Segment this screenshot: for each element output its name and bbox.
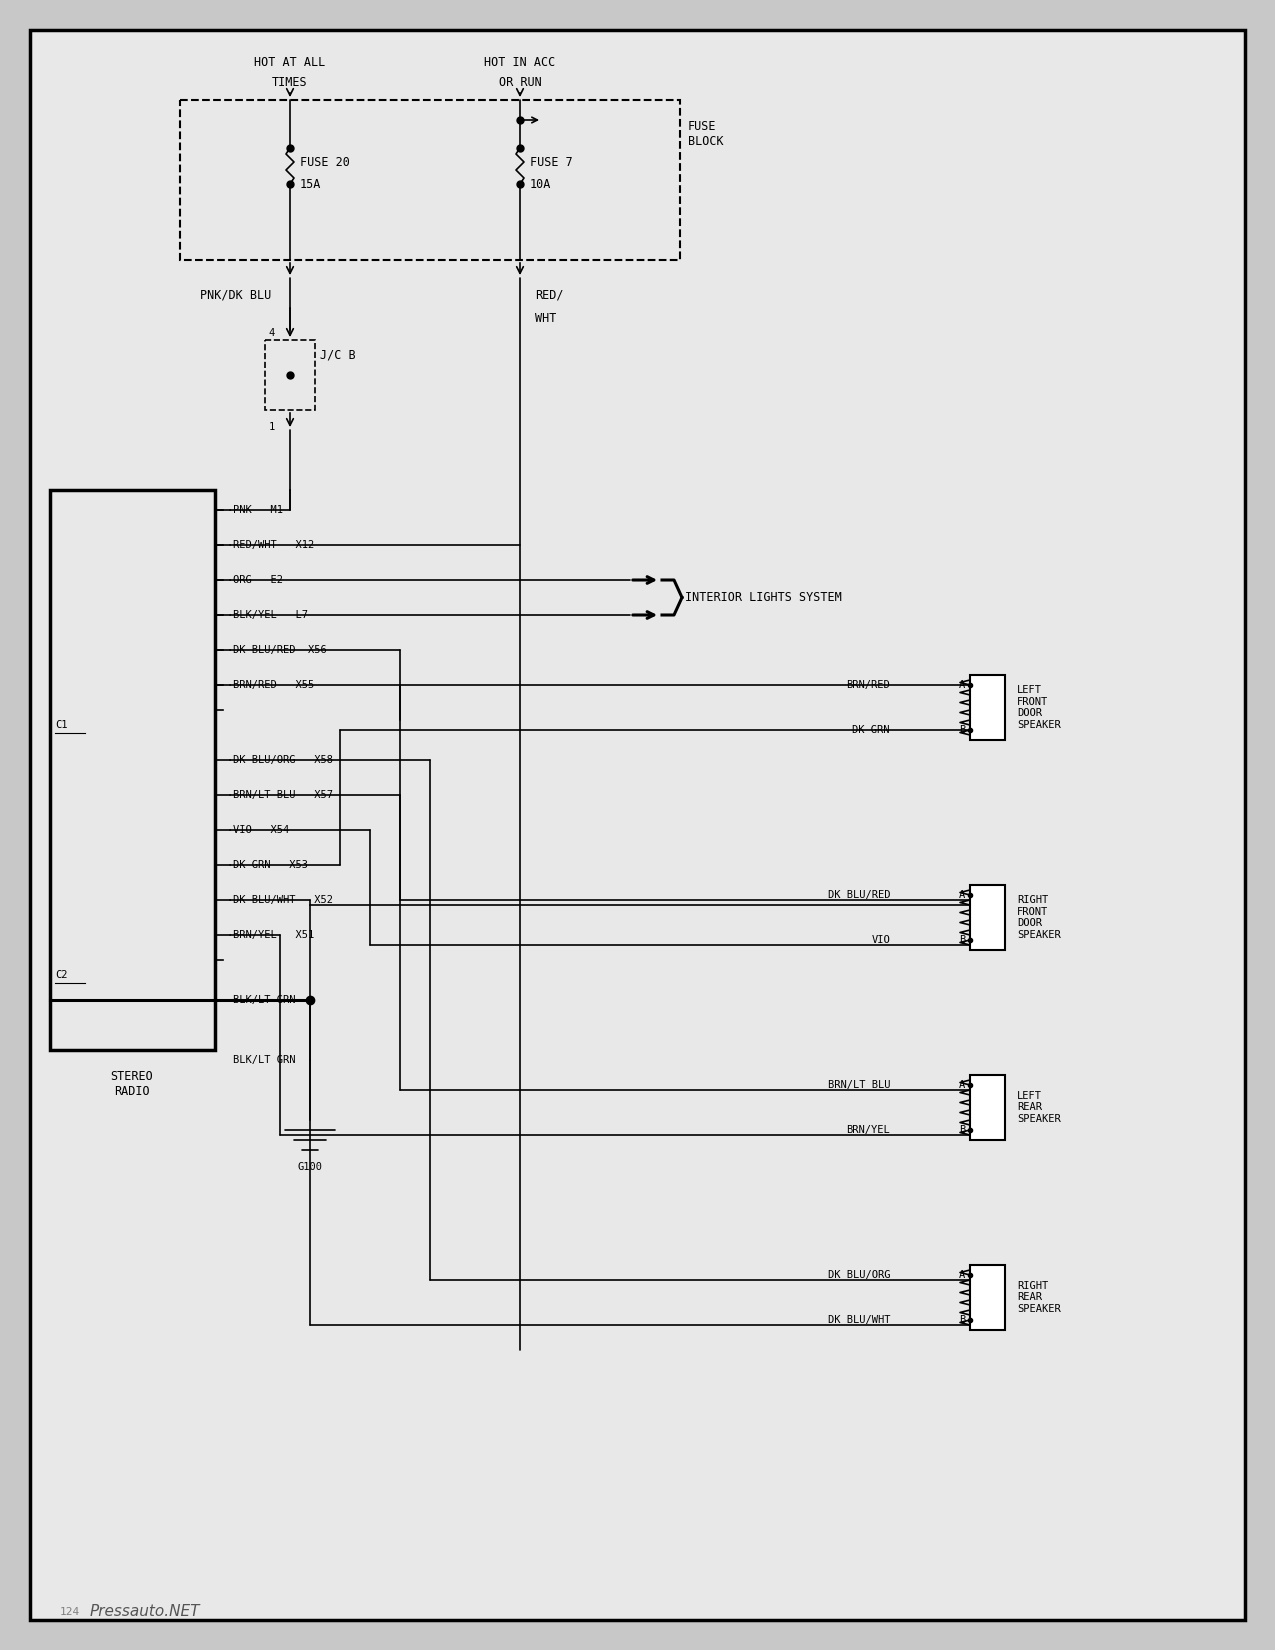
Bar <box>970 675 1005 739</box>
Text: STEREO
RADIO: STEREO RADIO <box>111 1069 153 1097</box>
Text: B: B <box>959 936 965 945</box>
Text: FUSE 7: FUSE 7 <box>530 157 572 170</box>
Text: Pressauto.NET: Pressauto.NET <box>91 1604 200 1620</box>
Text: RED/: RED/ <box>536 289 564 302</box>
Text: A: A <box>959 1081 965 1091</box>
Text: OR RUN: OR RUN <box>499 76 542 89</box>
Text: INTERIOR LIGHTS SYSTEM: INTERIOR LIGHTS SYSTEM <box>685 591 842 604</box>
Text: BLK/LT GRN: BLK/LT GRN <box>233 995 296 1005</box>
Text: BRN/YEL   X51: BRN/YEL X51 <box>233 931 314 940</box>
Text: BRN/LT BLU: BRN/LT BLU <box>827 1081 890 1091</box>
Bar <box>265 340 315 409</box>
Text: 124: 124 <box>60 1607 80 1617</box>
Text: B: B <box>959 1125 965 1135</box>
Text: FUSE 20: FUSE 20 <box>300 157 349 170</box>
Text: BRN/RED   X55: BRN/RED X55 <box>233 680 314 690</box>
Text: VIO   X54: VIO X54 <box>233 825 289 835</box>
Text: ORG   E2: ORG E2 <box>233 574 283 586</box>
Text: 4: 4 <box>269 328 275 338</box>
Text: RIGHT
FRONT
DOOR
SPEAKER: RIGHT FRONT DOOR SPEAKER <box>1017 894 1061 940</box>
Bar <box>970 884 1005 950</box>
Text: B: B <box>959 1315 965 1325</box>
Text: B: B <box>959 724 965 734</box>
Text: DK BLU/WHT: DK BLU/WHT <box>827 1315 890 1325</box>
Text: DK BLU/WHT   X52: DK BLU/WHT X52 <box>233 894 333 904</box>
Text: HOT AT ALL: HOT AT ALL <box>255 56 325 69</box>
Text: A: A <box>959 1270 965 1280</box>
Text: BLK/YEL   L7: BLK/YEL L7 <box>233 610 309 620</box>
Text: DK GRN   X53: DK GRN X53 <box>233 860 309 870</box>
Text: DK BLU/RED  X56: DK BLU/RED X56 <box>233 645 326 655</box>
Bar <box>970 1076 1005 1140</box>
Text: C1: C1 <box>55 719 68 729</box>
Text: A: A <box>959 680 965 690</box>
Text: A: A <box>959 889 965 899</box>
Text: RED/WHT   X12: RED/WHT X12 <box>233 540 314 549</box>
Text: WHT: WHT <box>536 312 556 325</box>
Text: BLK/LT GRN: BLK/LT GRN <box>233 1054 296 1064</box>
Text: HOT IN ACC: HOT IN ACC <box>484 56 556 69</box>
Text: DK BLU/RED: DK BLU/RED <box>827 889 890 899</box>
Bar <box>970 1266 1005 1330</box>
Text: C2: C2 <box>55 970 68 980</box>
Text: DK BLU/ORG   X58: DK BLU/ORG X58 <box>233 756 333 766</box>
Text: PNK   M1: PNK M1 <box>233 505 283 515</box>
Text: RIGHT
REAR
SPEAKER: RIGHT REAR SPEAKER <box>1017 1280 1061 1313</box>
Bar <box>50 490 215 1049</box>
Text: J/C B: J/C B <box>320 348 356 361</box>
Text: BRN/RED: BRN/RED <box>847 680 890 690</box>
Text: 1: 1 <box>269 422 275 432</box>
Text: DK GRN: DK GRN <box>853 724 890 734</box>
Text: 10A: 10A <box>530 178 551 191</box>
Text: TIMES: TIMES <box>272 76 307 89</box>
Text: LEFT
FRONT
DOOR
SPEAKER: LEFT FRONT DOOR SPEAKER <box>1017 685 1061 729</box>
Bar <box>180 101 680 261</box>
Text: G100: G100 <box>297 1162 323 1172</box>
Text: DK BLU/ORG: DK BLU/ORG <box>827 1270 890 1280</box>
Text: BRN/LT BLU   X57: BRN/LT BLU X57 <box>233 790 333 800</box>
Text: FUSE
BLOCK: FUSE BLOCK <box>688 120 724 148</box>
Text: LEFT
REAR
SPEAKER: LEFT REAR SPEAKER <box>1017 1091 1061 1124</box>
Text: BRN/YEL: BRN/YEL <box>847 1125 890 1135</box>
Text: VIO: VIO <box>871 936 890 945</box>
Text: 15A: 15A <box>300 178 321 191</box>
Text: PNK/DK BLU: PNK/DK BLU <box>200 289 272 302</box>
